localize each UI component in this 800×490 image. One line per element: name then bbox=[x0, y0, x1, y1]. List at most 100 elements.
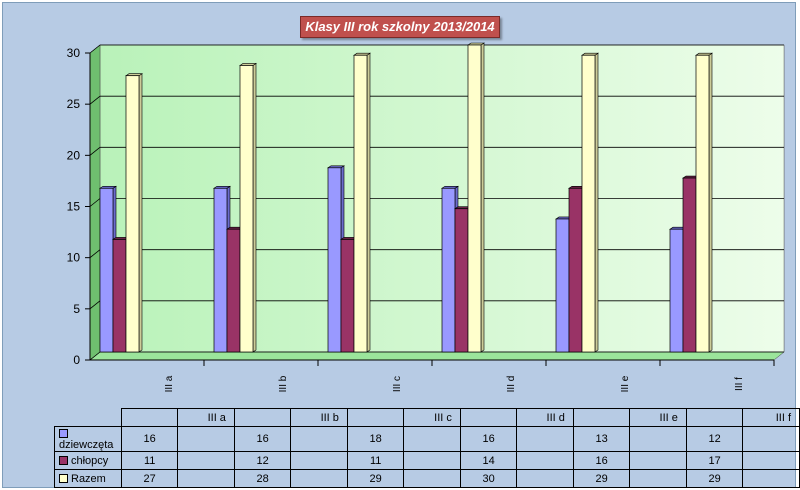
bar-side bbox=[252, 62, 257, 353]
table-value-cell: 17 bbox=[685, 451, 744, 470]
bar-chłopcy-III f bbox=[682, 177, 697, 353]
table-empty-cell bbox=[403, 451, 461, 470]
table-empty-cell bbox=[177, 469, 235, 488]
table-header-row: III a III b III c III d III e III f bbox=[55, 408, 800, 427]
x-tick-label: III f bbox=[734, 377, 745, 391]
x-tick-label: III d bbox=[506, 376, 517, 393]
gridline-depth bbox=[89, 95, 101, 105]
table-value-cell: 29 bbox=[572, 469, 631, 488]
bar-dziewczęta-III c bbox=[327, 167, 342, 353]
table-series-label: Razem bbox=[54, 469, 122, 488]
table-empty-cell bbox=[742, 469, 800, 488]
y-tick-label: 0 bbox=[73, 353, 80, 367]
table-value-cell: 30 bbox=[459, 469, 518, 488]
table-empty-cell bbox=[629, 469, 687, 488]
legend-label: dziewczęta bbox=[59, 439, 114, 451]
table-header-cell: III e bbox=[629, 408, 687, 427]
table-header-spacer bbox=[120, 408, 179, 427]
x-tick-label: III b bbox=[278, 375, 289, 392]
table-empty-cell bbox=[516, 451, 574, 470]
table-empty-cell bbox=[290, 469, 348, 488]
bar-dziewczęta-III a bbox=[99, 187, 114, 353]
x-tick-label: III c bbox=[392, 376, 403, 392]
table-value-cell: 13 bbox=[572, 426, 631, 452]
legend-swatch bbox=[59, 428, 68, 438]
bar-chłopcy-III d bbox=[454, 208, 469, 353]
table-header-cell: III b bbox=[290, 408, 348, 427]
bar-side bbox=[138, 73, 143, 353]
table-value-cell: 27 bbox=[120, 469, 179, 488]
table-empty-cell bbox=[290, 426, 348, 452]
bar-Razem-III e bbox=[581, 54, 596, 353]
table-value-cell: 14 bbox=[459, 451, 518, 470]
bar-dziewczęta-III f bbox=[669, 228, 684, 353]
table-header-cell: III a bbox=[177, 408, 235, 427]
gridline-depth bbox=[89, 351, 101, 361]
table-value-cell: 29 bbox=[346, 469, 405, 488]
table-empty-cell bbox=[629, 451, 687, 470]
y-tick-label: 15 bbox=[67, 200, 81, 214]
table-row: chłopcy 11 12 11 14 16 17 bbox=[54, 451, 800, 470]
legend-swatch bbox=[59, 456, 68, 466]
gridline-depth bbox=[89, 300, 101, 310]
table-value-cell: 28 bbox=[233, 469, 292, 488]
table-header-cell: III c bbox=[403, 408, 461, 427]
legend-label: Razem bbox=[71, 472, 106, 485]
bar-side bbox=[708, 52, 713, 353]
table-header-spacer bbox=[685, 408, 744, 427]
bar-Razem-III f bbox=[695, 54, 710, 353]
table-empty-cell bbox=[742, 451, 800, 470]
table-header-spacer bbox=[459, 408, 518, 427]
table-empty-cell bbox=[290, 451, 348, 470]
table-value-cell: 18 bbox=[346, 426, 405, 452]
bar-chłopcy-III c bbox=[340, 239, 355, 353]
legend-swatch bbox=[59, 474, 68, 484]
table-row: Razem 27 28 29 30 29 29 bbox=[54, 469, 800, 488]
table-value-cell: 16 bbox=[120, 426, 179, 452]
table-series-label: chłopcy bbox=[54, 451, 122, 470]
x-tick-label: III a bbox=[164, 375, 175, 392]
table-value-cell: 29 bbox=[685, 469, 744, 488]
table-header-cell: III f bbox=[742, 408, 800, 427]
table-value-cell: 16 bbox=[459, 426, 518, 452]
table-empty-cell bbox=[629, 426, 687, 452]
table-value-cell: 16 bbox=[233, 426, 292, 452]
bar-dziewczęta-III b bbox=[213, 187, 228, 353]
chart-title-box: Klasy III rok szkolny 2013/2014 bbox=[300, 16, 500, 38]
table-value-cell: 11 bbox=[346, 451, 405, 470]
table-value-cell: 12 bbox=[233, 451, 292, 470]
table-empty-cell bbox=[177, 426, 235, 452]
table-series-label: dziewczęta bbox=[54, 426, 122, 452]
bar-chłopcy-III e bbox=[568, 187, 583, 353]
plot-floor bbox=[89, 351, 785, 361]
table-header-spacer bbox=[572, 408, 631, 427]
bar-dziewczęta-III e bbox=[555, 218, 570, 353]
gridline-depth bbox=[89, 198, 101, 207]
x-tick-label: III e bbox=[620, 375, 631, 392]
y-tick-label: 5 bbox=[73, 302, 80, 316]
gridline-depth bbox=[89, 44, 101, 54]
bar-Razem-III d bbox=[467, 44, 482, 353]
table-empty-cell bbox=[516, 426, 574, 452]
bar-dziewczęta-III d bbox=[441, 187, 456, 353]
table-header-cell: III d bbox=[516, 408, 574, 427]
bar-side bbox=[480, 42, 485, 353]
gridline-depth bbox=[89, 147, 101, 156]
chart-title: Klasy III rok szkolny 2013/2014 bbox=[305, 19, 495, 34]
y-tick-label: 25 bbox=[67, 97, 81, 111]
gridline-depth bbox=[89, 249, 101, 258]
table-value-cell: 12 bbox=[685, 426, 744, 452]
bar-side bbox=[594, 52, 599, 353]
y-tick-label: 20 bbox=[67, 148, 81, 162]
data-table: III a III b III c III d III e III f dziewczęta… bbox=[54, 408, 800, 488]
table-empty-cell bbox=[403, 469, 461, 488]
table-empty-cell bbox=[177, 451, 235, 470]
table-header-spacer bbox=[233, 408, 292, 427]
table-empty-cell bbox=[403, 426, 461, 452]
table-corner bbox=[55, 409, 122, 427]
y-tick-label: 10 bbox=[67, 251, 81, 265]
bar-Razem-III a bbox=[125, 75, 140, 353]
table-empty-cell bbox=[516, 469, 574, 488]
table-value-cell: 16 bbox=[572, 451, 631, 470]
